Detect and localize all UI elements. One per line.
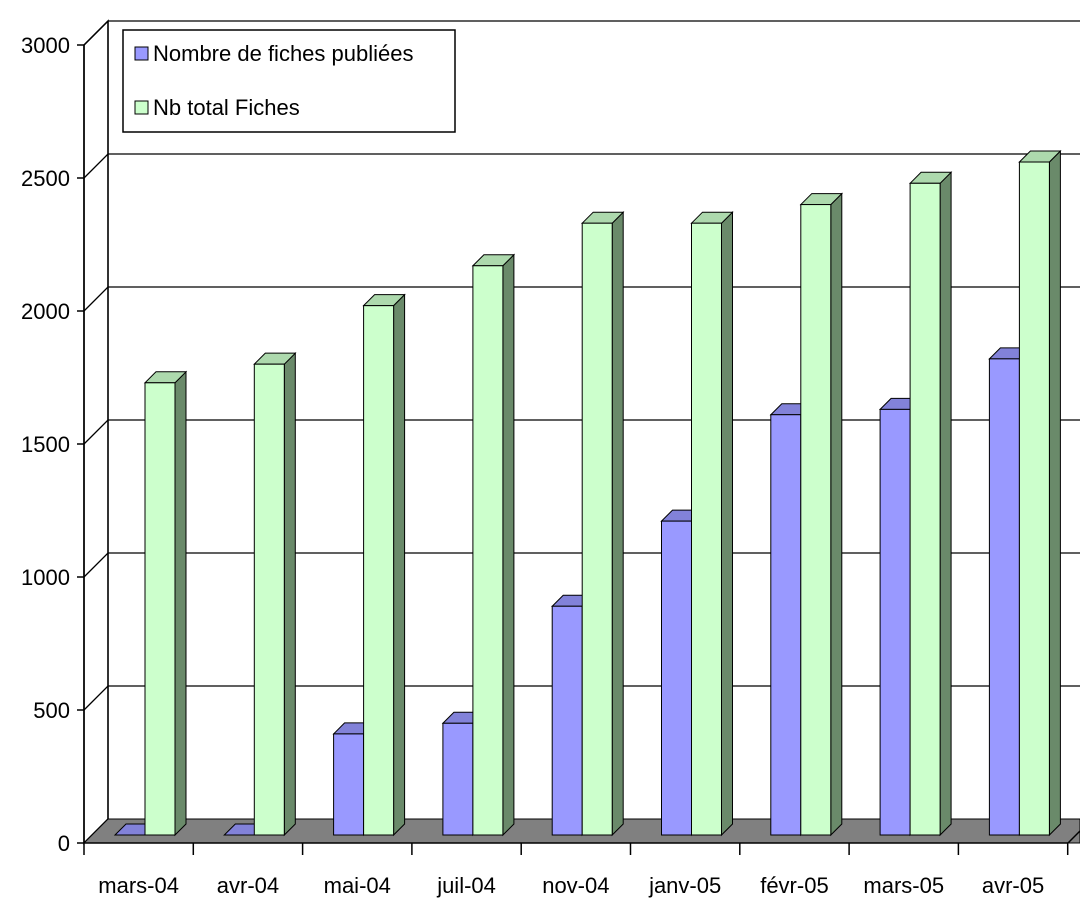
- legend-swatch-total: [134, 100, 149, 115]
- x-tick-label: janv-05: [648, 873, 721, 898]
- bar-front: [551, 605, 583, 836]
- bar-front: [988, 358, 1020, 836]
- bar-front: [661, 520, 692, 836]
- bar-front: [363, 305, 395, 836]
- gridline: [83, 153, 1080, 179]
- bar-side: [502, 253, 515, 837]
- gridline: [83, 20, 1080, 46]
- x-tick-label: mars-04: [98, 873, 179, 898]
- legend-swatch-published: [134, 46, 149, 61]
- bar-total-0: [143, 370, 188, 837]
- legend-label-total: Nb total Fiches: [153, 95, 300, 120]
- bar-total-2: [362, 293, 406, 837]
- x-tick-label: juil-04: [436, 873, 496, 898]
- gridline: [83, 286, 1080, 312]
- bar-front: [144, 382, 176, 836]
- bar-front: [770, 414, 802, 836]
- bar-side: [393, 293, 406, 837]
- x-axis: mars-04 avr-04 mai-04 juil-04 nov-04 janv-05 f…: [83, 843, 1069, 898]
- y-axis: 0 500 1000 1500 2000 2500 3000: [21, 33, 85, 856]
- bar-total-8: [1018, 149, 1062, 837]
- x-tick-label: avr-05: [982, 873, 1044, 898]
- x-tick-label: avr-04: [217, 873, 279, 898]
- y-tick-label: 3000: [21, 33, 70, 58]
- bar-front: [691, 222, 722, 836]
- y-tick-label: 2500: [21, 166, 70, 191]
- bar-side: [1048, 149, 1061, 837]
- bar-side: [939, 171, 952, 837]
- bar-total-4: [580, 210, 625, 837]
- gridlines: [83, 20, 1080, 711]
- bar-front: [472, 265, 504, 836]
- bar-side: [830, 192, 843, 837]
- bars: [113, 149, 1062, 837]
- y-tick-label: 0: [58, 831, 70, 856]
- legend-box: [122, 29, 456, 133]
- x-tick-label: févr-05: [760, 873, 828, 898]
- floor-right-edge: [1067, 830, 1080, 844]
- bar-total-3: [471, 253, 516, 837]
- bar-front: [909, 182, 941, 836]
- y-tick-label: 1500: [21, 432, 70, 457]
- x-tick-label: mars-05: [863, 873, 944, 898]
- bar-front: [333, 733, 365, 836]
- bar-side: [174, 370, 187, 837]
- bar-front: [1018, 161, 1050, 836]
- bar-front: [442, 722, 474, 836]
- bar-total-1: [253, 351, 297, 837]
- legend: Nombre de fiches publiées Nb total Fiche…: [122, 29, 456, 133]
- bar-side: [611, 210, 624, 837]
- legend-label-published: Nombre de fiches publiées: [153, 41, 413, 66]
- bar-front: [581, 222, 613, 836]
- bar-front: [879, 408, 911, 836]
- y-tick-label: 2000: [21, 299, 70, 324]
- y-tick-label: 500: [33, 698, 70, 723]
- bar-total-7: [908, 171, 953, 837]
- bar-side: [283, 351, 296, 837]
- x-tick-label: nov-04: [542, 873, 609, 898]
- gridline: [83, 419, 1080, 445]
- bar-total-5: [690, 210, 734, 837]
- bar-total-6: [799, 192, 844, 837]
- gridline: [83, 552, 1080, 578]
- bar-side: [721, 210, 733, 837]
- bar-front: [253, 363, 285, 836]
- bar-front: [800, 204, 832, 836]
- y-tick-label: 1000: [21, 565, 70, 590]
- x-tick-label: mai-04: [324, 873, 391, 898]
- gridline: [83, 685, 1080, 711]
